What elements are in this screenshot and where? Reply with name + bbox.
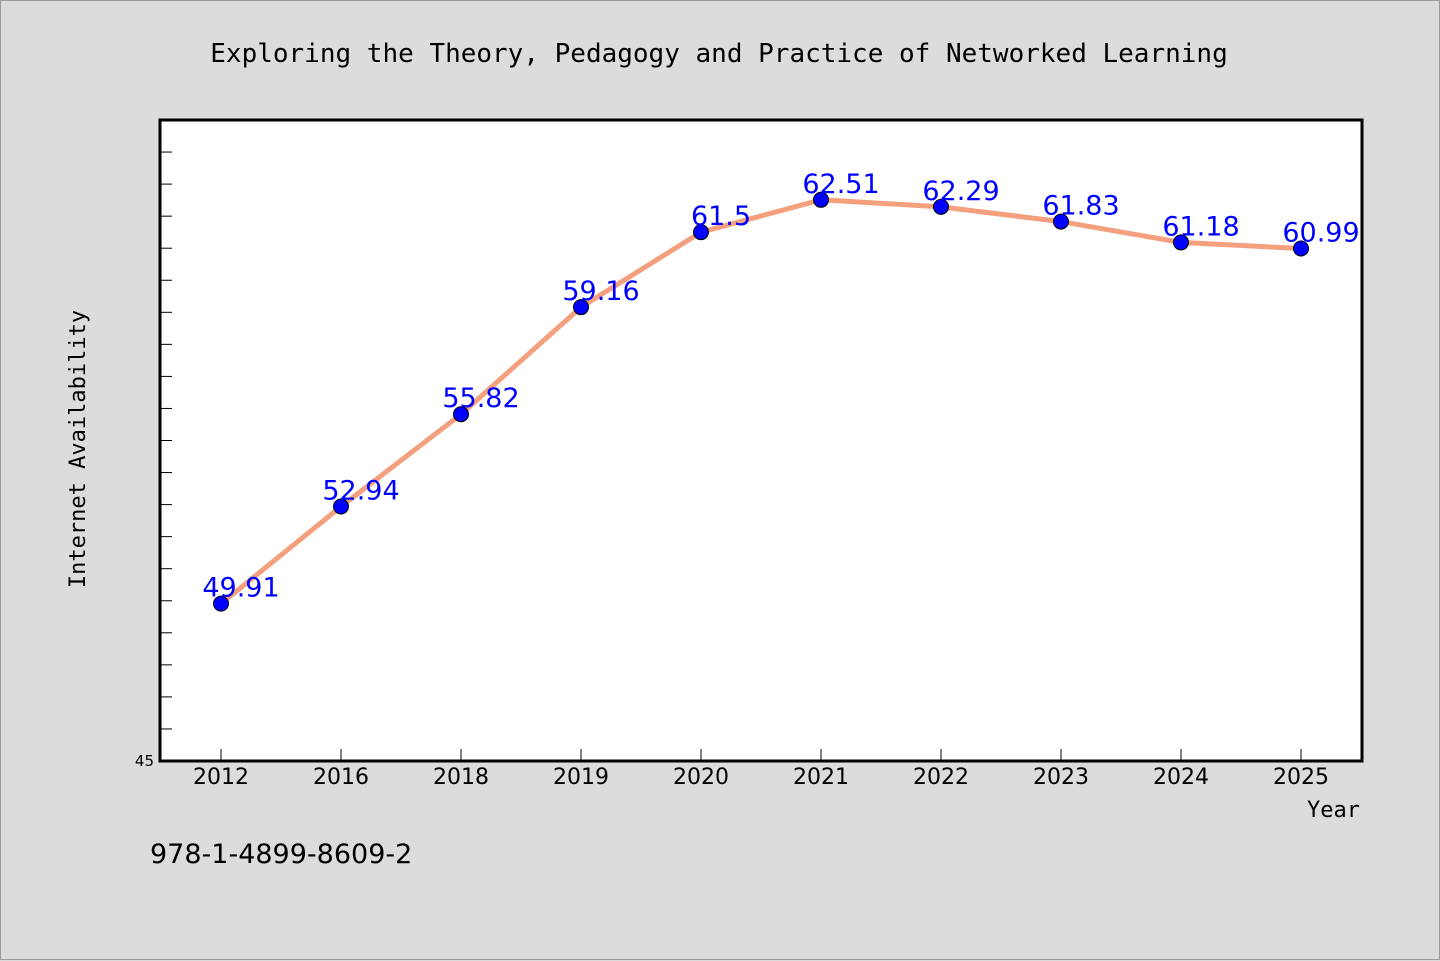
- data-label: 61.83: [1042, 191, 1119, 222]
- data-label: 61.5: [691, 201, 751, 232]
- data-label: 49.91: [202, 573, 279, 604]
- y-axis-label: Internet Availability: [66, 310, 91, 588]
- y-axis-ticks: 45: [135, 151, 172, 770]
- data-label: 60.99: [1282, 218, 1359, 249]
- series-layer: 49.91 52.94 55.82 59.16 61.5 62.51 62.29 61.83 6…: [202, 169, 1360, 612]
- chart-title: Exploring the Theory, Pedagogy and Pract…: [210, 39, 1227, 69]
- series-line: [218, 197, 1304, 607]
- data-label: 59.16: [562, 276, 639, 307]
- x-tick-label: 2016: [313, 765, 369, 790]
- data-label: 61.18: [1162, 211, 1239, 242]
- data-point: [213, 595, 229, 612]
- x-tick-label: 2023: [1033, 765, 1089, 790]
- data-label: 55.82: [442, 383, 519, 414]
- x-tick-label: 2018: [433, 765, 489, 790]
- x-tick-label: 2019: [553, 765, 609, 790]
- data-point: [573, 299, 589, 316]
- x-tick-label: 2022: [913, 765, 969, 790]
- x-tick-label: 2025: [1273, 765, 1329, 790]
- data-point: [333, 498, 349, 515]
- x-tick-label: 2012: [193, 765, 249, 790]
- x-tick-label: 2020: [673, 765, 729, 790]
- data-point: [1053, 213, 1069, 230]
- data-point: [933, 198, 949, 215]
- data-label: 62.51: [802, 169, 879, 200]
- x-axis-label: Year: [1307, 798, 1360, 823]
- data-point: [453, 406, 469, 423]
- data-point: [693, 224, 709, 241]
- data-label: 52.94: [322, 476, 399, 507]
- x-axis-ticks: 2012 2016 2018 2019 2020 2021 2022 2023 2024 2025: [193, 749, 1329, 790]
- plot-area: [158, 118, 1364, 763]
- isbn-footer: 978-1-4899-8609-2: [150, 839, 412, 870]
- y-tick-label: 45: [135, 752, 154, 770]
- x-tick-label: 2021: [793, 765, 849, 790]
- data-point: [813, 191, 829, 208]
- data-point: [1293, 240, 1309, 257]
- data-point: [1173, 234, 1189, 251]
- x-tick-label: 2024: [1153, 765, 1209, 790]
- data-label: 62.29: [922, 176, 999, 207]
